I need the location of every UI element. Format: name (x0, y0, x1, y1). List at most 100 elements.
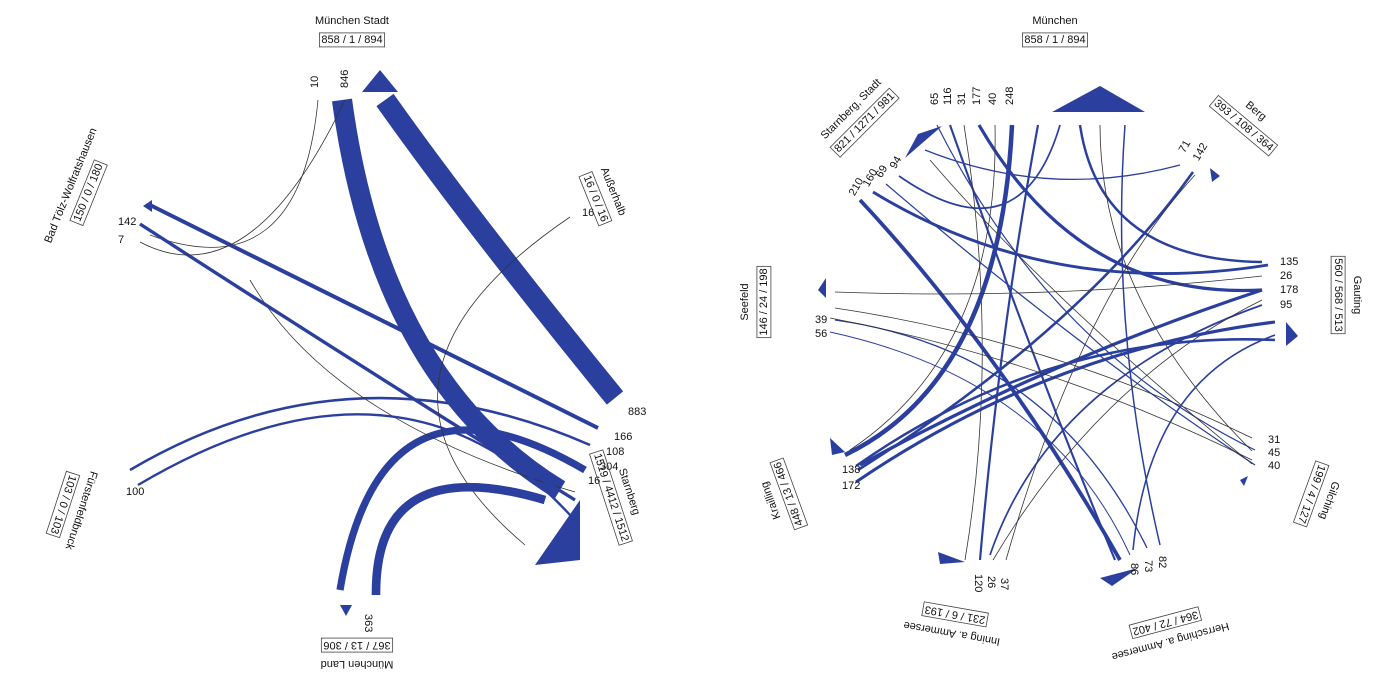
flow-label: 86 (1128, 563, 1140, 575)
flow-label: 31 (1268, 434, 1280, 446)
flow-label: 26 (1280, 270, 1292, 282)
stats-box (69, 159, 108, 227)
flow-label: 166 (614, 431, 632, 443)
flow-label: 73 (1142, 560, 1154, 572)
flow-label: 248 (1004, 87, 1016, 105)
node-stats: 858 / 1 / 894 (321, 34, 382, 46)
flow-label: 363 (362, 614, 374, 632)
flow (898, 124, 1061, 210)
flow-label: 71 (1177, 138, 1194, 155)
node-name: München Land (321, 658, 394, 670)
flow-label: 40 (987, 93, 999, 105)
flow (829, 331, 1131, 556)
flow-label: 56 (815, 328, 827, 340)
diagram (829, 124, 1276, 561)
flow (137, 413, 571, 516)
flow (1078, 124, 1263, 264)
node-stats: 560 / 568 / 513 (1332, 258, 1344, 331)
flow-label: 31 (956, 93, 968, 105)
stats-box (829, 87, 900, 158)
flow-label: 135 (1280, 256, 1298, 268)
node-name: München (1032, 15, 1077, 27)
flow (1099, 124, 1253, 452)
flow (139, 222, 576, 502)
flow-label: 37 (998, 578, 1010, 590)
arrowhead (905, 126, 942, 158)
flow (949, 124, 1116, 561)
arrowhead (362, 70, 398, 92)
flow-label: 95 (1280, 299, 1292, 311)
flow-label: 10 (309, 76, 321, 88)
flow-label: 16 (582, 207, 594, 219)
flow (336, 426, 587, 591)
arrowhead (1100, 568, 1138, 586)
flow-label: 142 (118, 216, 136, 228)
node: München Stadt 858 / 1 / 894 (315, 15, 389, 48)
node-name: München Stadt (315, 15, 389, 27)
flow-label: 116 (942, 87, 954, 105)
flow (129, 396, 591, 472)
flow (992, 299, 1263, 561)
arrowhead (535, 500, 580, 565)
flow (1132, 334, 1276, 551)
arrowhead (1286, 322, 1298, 346)
flow (834, 275, 1263, 295)
node-name: Inning a. Ammersee (903, 619, 1001, 648)
flow (936, 124, 1256, 451)
flow (149, 203, 599, 430)
flow-label: 7 (118, 234, 124, 246)
node-stats: 393 / 108 / 364 (1212, 98, 1276, 154)
node: München Land 367 / 13 / 306 (320, 637, 394, 670)
flow-label: 39 (815, 314, 827, 326)
flow-label: 40 (1268, 460, 1280, 472)
flow (929, 159, 1253, 465)
flow (376, 93, 624, 405)
stats-box (1128, 606, 1203, 640)
node-stats: 858 / 1 / 894 (1024, 34, 1085, 46)
flow-label: 45 (1268, 447, 1280, 459)
stats-box (1022, 32, 1088, 48)
stats-box (1292, 460, 1330, 528)
arrowhead (143, 200, 152, 212)
diagram (129, 93, 624, 596)
stats-box (1330, 255, 1346, 335)
arrowhead (830, 438, 845, 455)
node-stats: 146 / 24 / 198 (758, 268, 770, 335)
flow (989, 304, 1263, 556)
flow-label: 883 (628, 406, 646, 418)
flow (858, 198, 1122, 561)
arrowhead (938, 552, 965, 564)
flow (1120, 124, 1161, 546)
stats-box (320, 637, 394, 653)
flow (855, 320, 1276, 484)
flow-label: 94 (888, 154, 905, 171)
flow (1005, 174, 1196, 561)
stats-box (578, 171, 613, 227)
stats-box (769, 457, 809, 531)
flow (829, 317, 1253, 461)
flow (139, 99, 346, 256)
flow-label: 304 (600, 461, 618, 473)
flow (249, 279, 576, 493)
flow-label: 142 (1191, 141, 1211, 163)
flow (857, 171, 1195, 472)
flow-label: 846 (339, 70, 351, 88)
flow (977, 124, 1263, 293)
flow (859, 288, 1263, 467)
flow (872, 190, 1269, 276)
stats-box (1208, 94, 1279, 157)
flow (371, 482, 547, 596)
flow (149, 99, 319, 248)
node: Gauting 560 / 568 / 513 (1330, 255, 1363, 335)
flow-label: 82 (1156, 556, 1168, 568)
flow-label: 177 (971, 87, 983, 105)
node-name: Gauting (1351, 276, 1363, 315)
arrowhead (1240, 476, 1248, 486)
